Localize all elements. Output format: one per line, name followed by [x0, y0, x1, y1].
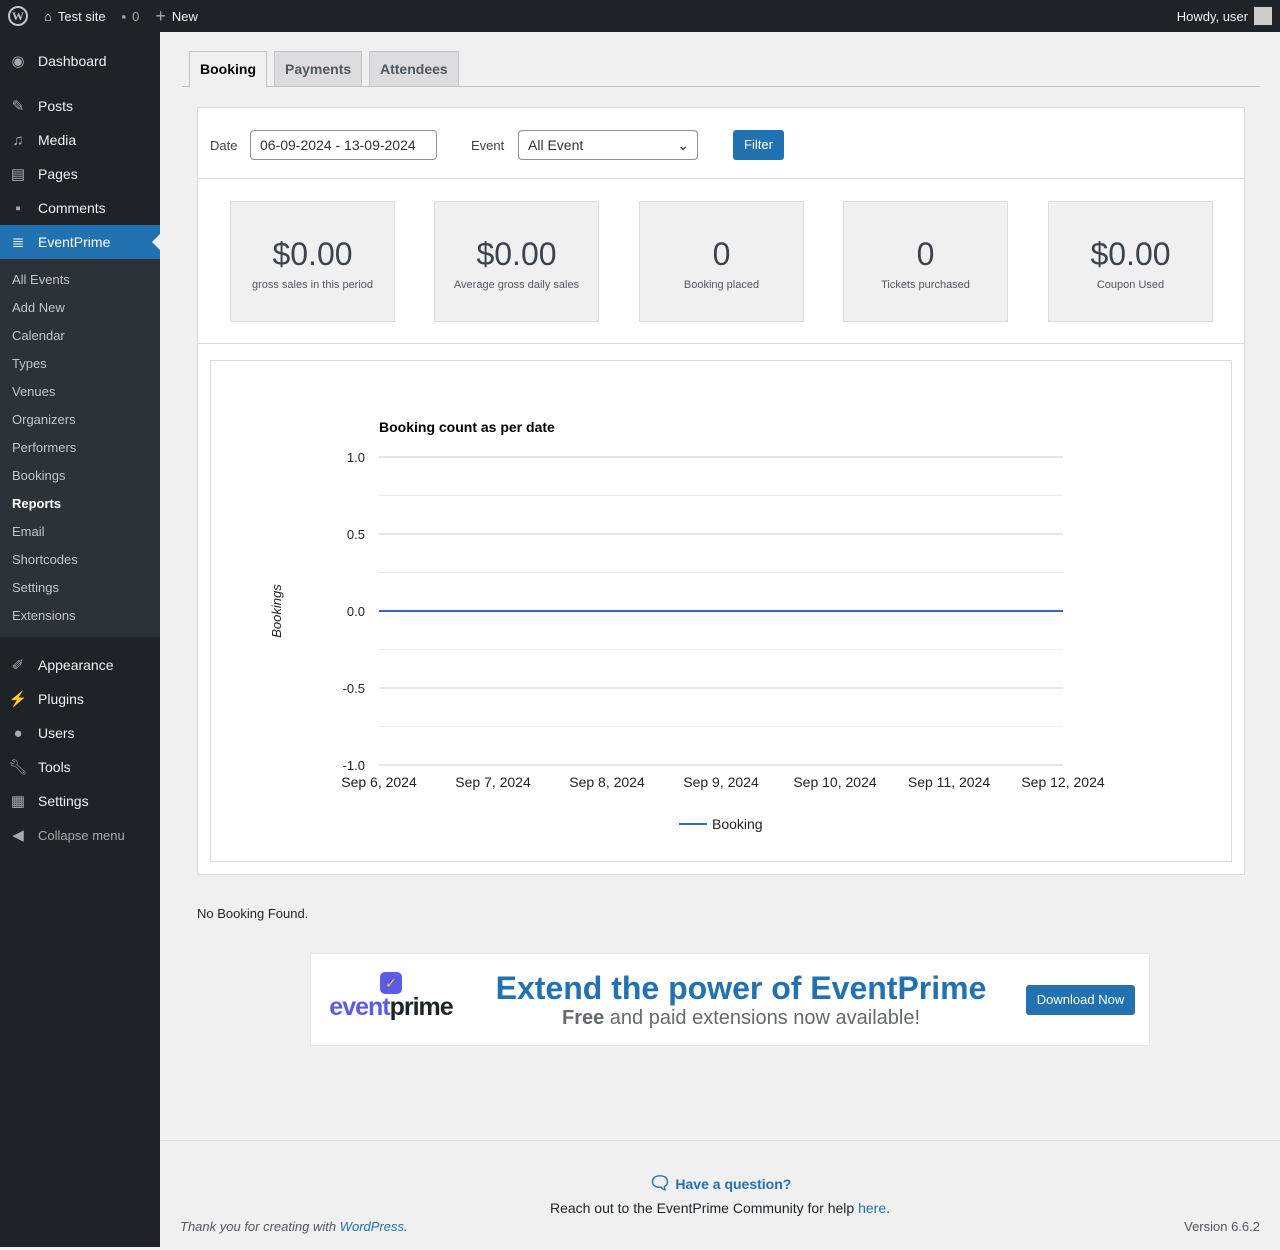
- date-label: Date: [210, 138, 238, 153]
- submenu-venues[interactable]: Venues: [12, 384, 56, 399]
- chat-bubbles-icon: 🗨︎: [648, 1173, 672, 1193]
- footer: 🗨︎ Have a question? Reach out to the Eve…: [160, 1140, 1280, 1250]
- submenu-shortcodes[interactable]: Shortcodes: [12, 552, 78, 567]
- x-tick-label: Sep 6, 2024: [341, 774, 417, 790]
- admin-bar: W ⌂ Test site ▪ 0 + New Howdy, user: [0, 0, 1280, 32]
- submenu-settings[interactable]: Settings: [12, 580, 59, 595]
- promo-headline: Extend the power of EventPrime: [495, 970, 987, 1006]
- report-panel: Date 06-09-2024 - 13-09-2024 Event All E…: [197, 107, 1245, 875]
- report-tabs: Booking Payments Attendees: [182, 51, 1260, 88]
- x-tick-label: Sep 12, 2024: [1021, 774, 1105, 790]
- event-select[interactable]: All Event ⌄: [518, 130, 698, 160]
- pin-icon: ✎: [11, 98, 25, 115]
- avatar: [1254, 7, 1272, 25]
- stat-card-average-sales: $0.00 Average gross daily sales: [434, 201, 599, 322]
- settings-icon: ▦: [10, 793, 26, 810]
- collapse-menu[interactable]: ◀ Collapse menu: [0, 818, 160, 852]
- x-tick-label: Sep 10, 2024: [793, 774, 877, 790]
- y-tick-label: -1.0: [343, 758, 365, 773]
- tab-attendees[interactable]: Attendees: [369, 51, 459, 87]
- download-now-button[interactable]: Download Now: [1026, 985, 1135, 1015]
- y-tick-label: 0.5: [347, 527, 365, 542]
- admin-sidebar: ◉ Dashboard ✎ Posts ♫ Media ▤ Pages ▪ Comment…: [0, 32, 160, 1247]
- submenu-reports[interactable]: Reports: [12, 496, 62, 511]
- chart-title: Booking count as per date: [379, 419, 555, 435]
- plus-icon: +: [155, 5, 166, 26]
- eventprime-logo: ✓ eventprime: [326, 972, 456, 1020]
- stat-card-coupon: $0.00 Coupon Used: [1048, 201, 1213, 322]
- menu-dashboard[interactable]: ◉ Dashboard: [0, 44, 160, 78]
- version-text: Version 6.6.2: [1184, 1219, 1260, 1234]
- account-menu[interactable]: Howdy, user: [1169, 0, 1280, 32]
- menu-appearance[interactable]: ✐ Appearance: [0, 648, 160, 682]
- y-axis-label: Bookings: [269, 584, 284, 638]
- y-tick-label: 1.0: [347, 450, 365, 465]
- new-link[interactable]: + New: [155, 5, 198, 26]
- wordpress-logo-icon[interactable]: W: [0, 0, 36, 32]
- help-text: Reach out to the EventPrime Community fo…: [549, 1200, 891, 1216]
- footer-thanks: Thank you for creating with WordPress.: [180, 1219, 408, 1234]
- legend-label: Booking: [712, 816, 763, 832]
- x-tick-label: Sep 8, 2024: [569, 774, 645, 790]
- filter-button[interactable]: Filter: [733, 130, 784, 160]
- comment-icon: ▪: [15, 199, 21, 217]
- menu-tools[interactable]: 🔧︎ Tools: [8, 759, 71, 776]
- x-tick-label: Sep 11, 2024: [908, 774, 990, 790]
- tickets-icon: ≣: [11, 234, 25, 251]
- stats-cards: $0.00 gross sales in this period $0.00 Ave…: [198, 179, 1244, 344]
- booking-chart: 1.0 0.5 0.0 -0.5 -1.0 Sep 6, 2024 Sep 7, 2024 S…: [210, 360, 1232, 862]
- filter-bar: Date 06-09-2024 - 13-09-2024 Event All E…: [198, 108, 1244, 179]
- submenu-types[interactable]: Types: [12, 356, 47, 371]
- comments-link[interactable]: ▪ 0: [121, 8, 140, 24]
- question-heading: 🗨︎ Have a question?: [648, 1173, 792, 1193]
- pages-icon: ▤: [10, 166, 26, 183]
- y-tick-label: 0.0: [347, 604, 365, 619]
- eventprime-submenu: All Events Add New Calendar Types Venues…: [0, 259, 160, 637]
- submenu-email[interactable]: Email: [12, 524, 45, 539]
- menu-media[interactable]: ♫ Media: [0, 123, 160, 157]
- tab-payments[interactable]: Payments: [274, 51, 363, 87]
- menu-comments[interactable]: ▪ Comments: [0, 191, 160, 225]
- y-tick-label: -0.5: [343, 681, 365, 696]
- menu-pages[interactable]: ▤ Pages: [0, 157, 160, 191]
- tab-booking[interactable]: Booking: [189, 51, 267, 88]
- stat-card-gross-sales: $0.00 gross sales in this period: [230, 201, 395, 322]
- stat-card-bookings: 0 Booking placed: [639, 201, 804, 322]
- comment-icon: ▪: [121, 8, 127, 24]
- chevron-down-icon: ⌄: [677, 137, 689, 153]
- date-range-input[interactable]: 06-09-2024 - 13-09-2024: [250, 130, 437, 160]
- brush-icon: ✐: [11, 657, 25, 674]
- site-link[interactable]: ⌂ Test site: [44, 8, 106, 24]
- submenu-all-events[interactable]: All Events: [12, 272, 70, 287]
- promo-subtext: Free and paid extensions now available!: [561, 1007, 921, 1029]
- menu-users[interactable]: ● Users: [0, 716, 160, 750]
- wrench-icon: 🔧︎: [8, 759, 28, 776]
- here-link[interactable]: here: [858, 1200, 887, 1216]
- dashboard-icon: ◉: [11, 53, 25, 70]
- home-icon: ⌂: [44, 8, 52, 24]
- event-label: Event: [471, 138, 505, 153]
- collapse-icon: ◀: [12, 827, 24, 844]
- user-icon: ●: [13, 724, 23, 742]
- plugin-icon: ⚡: [8, 691, 28, 708]
- submenu-bookings[interactable]: Bookings: [12, 468, 66, 483]
- main-content: Booking Payments Attendees Date 06-09-20…: [160, 32, 1280, 1247]
- submenu-organizers[interactable]: Organizers: [12, 412, 76, 427]
- no-booking-message: No Booking Found.: [197, 906, 309, 921]
- submenu-calendar[interactable]: Calendar: [12, 328, 65, 343]
- x-tick-label: Sep 9, 2024: [683, 774, 759, 790]
- menu-settings[interactable]: ▦ Settings: [0, 784, 160, 818]
- wordpress-link[interactable]: WordPress: [339, 1219, 404, 1234]
- media-icon: ♫: [12, 131, 24, 149]
- promo-banner: ✓ eventprime Extend the power of EventPr…: [310, 953, 1150, 1046]
- stat-card-tickets: 0 Tickets purchased: [843, 201, 1008, 322]
- menu-posts[interactable]: ✎ Posts: [0, 89, 160, 123]
- submenu-extensions[interactable]: Extensions: [12, 608, 76, 623]
- menu-plugins[interactable]: ⚡ Plugins: [8, 691, 84, 708]
- x-tick-label: Sep 7, 2024: [455, 774, 531, 790]
- submenu-add-new[interactable]: Add New: [12, 300, 65, 315]
- menu-eventprime[interactable]: ≣ EventPrime: [0, 225, 160, 259]
- submenu-performers[interactable]: Performers: [12, 440, 77, 455]
